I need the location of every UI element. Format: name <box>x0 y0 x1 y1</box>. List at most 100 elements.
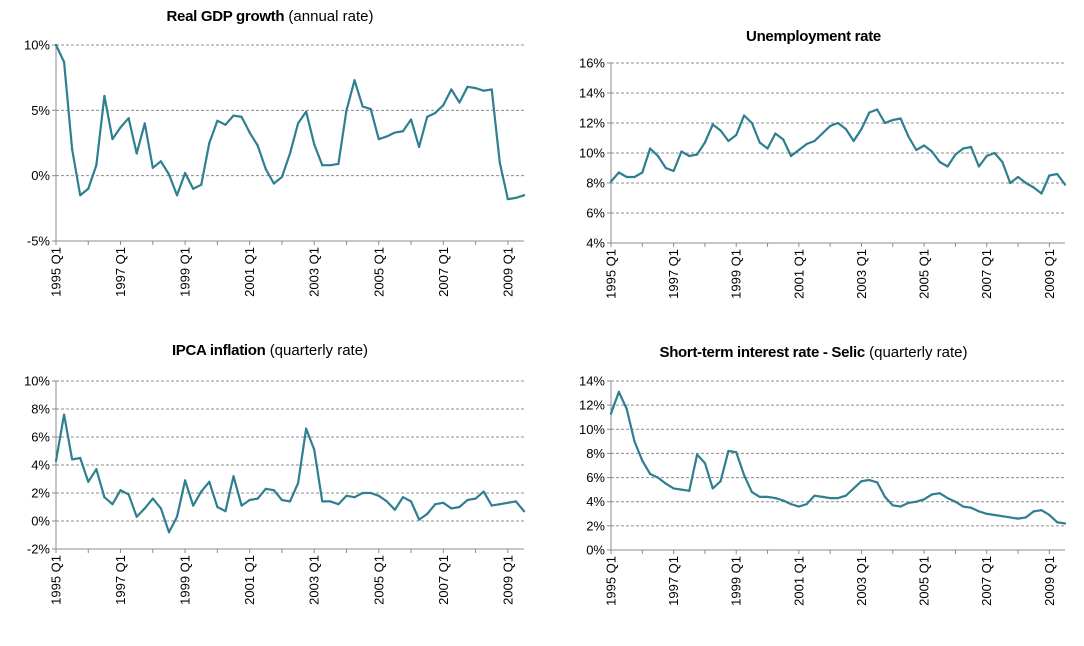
data-point <box>625 407 628 410</box>
data-point <box>703 461 707 465</box>
data-point <box>742 114 746 117</box>
chart-subtitle: (quarterly rate) <box>269 342 369 359</box>
data-point <box>962 505 965 508</box>
data-point <box>672 169 675 173</box>
data-point <box>938 160 941 164</box>
data-point <box>466 498 469 502</box>
data-point <box>641 171 644 174</box>
data-point <box>813 139 816 143</box>
chart-subtitle: (annual rate) <box>288 8 374 25</box>
data-point <box>696 153 699 156</box>
data-point <box>256 144 259 147</box>
selic-title: Short-term interest rate - Selic (quarte… <box>543 344 1084 361</box>
data-point <box>498 161 501 164</box>
data-point <box>337 503 340 506</box>
y-tick-label: 2% <box>586 518 605 533</box>
gdp-chart: -5% 0% 5% 10% 1995 Q1 1997 Q1 1999 Q1 2001 Q1 20… <box>24 38 526 297</box>
y-tick-label: 6% <box>586 206 605 221</box>
data-point <box>1009 181 1012 185</box>
x-tick-label: 1999 Q1 <box>729 556 744 606</box>
data-point <box>782 499 785 502</box>
data-point <box>993 151 996 155</box>
data-point <box>868 111 871 114</box>
data-point <box>617 171 620 174</box>
data-point <box>664 166 667 170</box>
data-point <box>625 175 628 179</box>
data-point <box>742 474 746 477</box>
data-point <box>829 496 832 500</box>
data-point <box>1063 522 1067 525</box>
data-point <box>418 518 421 521</box>
x-tick-label: 1997 Q1 <box>666 249 681 299</box>
data-point <box>240 115 243 118</box>
x-tick-label: 2003 Q1 <box>307 555 322 605</box>
y-tick-label: 0% <box>31 168 50 183</box>
unemployment-title: Unemployment rate <box>543 28 1084 45</box>
data-point <box>876 108 879 111</box>
data-point <box>385 135 388 138</box>
data-point <box>135 152 138 155</box>
data-point <box>696 453 699 456</box>
data-point <box>305 110 308 113</box>
data-point <box>758 141 761 144</box>
data-point <box>296 482 300 485</box>
y-tick-label: -2% <box>27 542 51 557</box>
data-point <box>868 478 871 482</box>
data-point <box>119 126 122 129</box>
data-point <box>821 132 824 135</box>
data-point <box>938 492 941 495</box>
data-point <box>151 497 154 500</box>
data-point <box>296 122 300 125</box>
data-point <box>62 60 66 64</box>
data-point <box>711 123 714 126</box>
data-point <box>288 500 292 503</box>
chart-title: IPCA inflation <box>171 342 266 359</box>
y-tick-label: 14% <box>579 374 605 389</box>
data-point <box>329 500 332 503</box>
data-point <box>1040 509 1043 512</box>
data-point <box>474 87 477 90</box>
data-point <box>450 88 453 91</box>
x-tick-label: 2007 Q1 <box>436 247 451 297</box>
data-point <box>719 480 722 483</box>
x-tick-label: 2001 Q1 <box>791 249 806 299</box>
data-point <box>891 504 894 507</box>
data-point <box>688 154 691 158</box>
data-point <box>688 489 691 492</box>
y-tick-label: 8% <box>586 176 605 191</box>
data-point <box>232 475 235 478</box>
inflation-title: IPCA inflation (quarterly rate) <box>0 342 540 359</box>
x-tick-label: 2003 Q1 <box>307 247 322 297</box>
data-point <box>522 510 526 513</box>
data-point <box>87 187 90 190</box>
data-point <box>385 500 388 503</box>
x-tick-label: 1997 Q1 <box>666 556 681 606</box>
data-point <box>1001 515 1004 518</box>
data-point <box>442 104 445 107</box>
data-point <box>498 503 501 506</box>
x-tick-label: 1997 Q1 <box>113 247 128 297</box>
x-tick-label: 2005 Q1 <box>917 556 932 606</box>
data-point <box>899 505 902 508</box>
data-point <box>490 88 493 91</box>
x-tick-label: 2009 Q1 <box>500 555 515 605</box>
data-point <box>735 451 738 454</box>
data-point <box>907 135 910 138</box>
data-point <box>1056 521 1059 524</box>
data-point <box>1048 513 1051 517</box>
data-point <box>232 114 235 117</box>
data-point <box>860 127 863 131</box>
y-tick-label: 4% <box>31 458 50 473</box>
data-point <box>993 513 996 517</box>
data-point <box>401 130 405 133</box>
data-point <box>883 495 887 498</box>
data-point <box>321 500 324 503</box>
data-point <box>836 121 840 125</box>
data-point <box>609 180 613 183</box>
y-tick-label: 4% <box>586 494 605 509</box>
gdp-panel: Real GDP growth (annual rate) -5% 0% 5% 10%… <box>0 0 540 320</box>
data-point <box>923 144 926 147</box>
data-point <box>844 127 847 131</box>
data-point <box>321 164 324 167</box>
data-point <box>829 124 832 128</box>
